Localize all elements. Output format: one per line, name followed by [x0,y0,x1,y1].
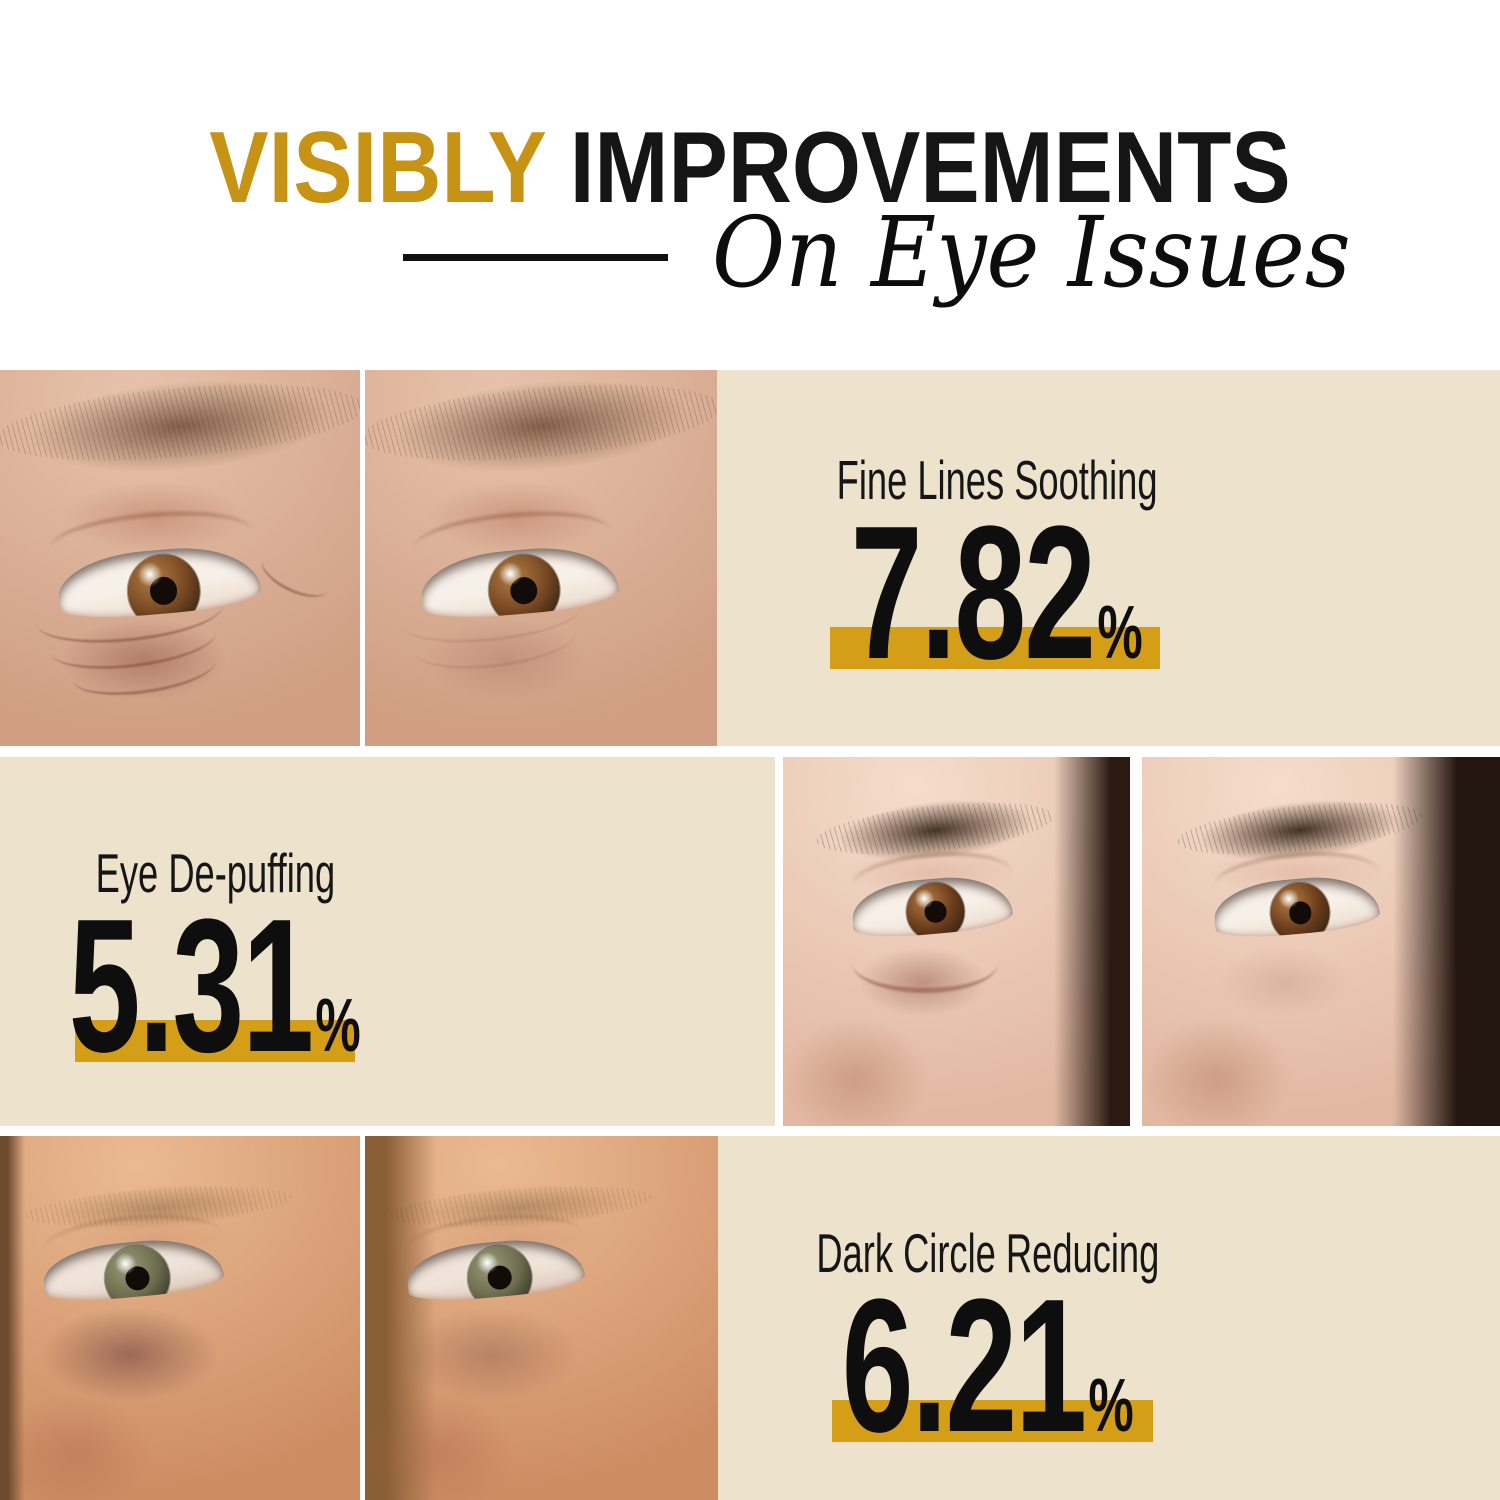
crow-feet-line [255,543,335,606]
stat-panel-fine-lines: Fine Lines Soothing 7.82% [717,370,1500,746]
under-eye-bag [852,934,999,994]
stat-dark-circle: Dark Circle Reducing 6.21% [718,1226,1258,1462]
photo-dark-circle-before [0,1136,360,1500]
photo-dark-circle-after [365,1136,718,1500]
stat-value-group: 7.82% [851,498,1143,688]
gold-underline-bar [75,1020,355,1062]
subtitle: On Eye Issues [712,196,1351,309]
under-eye-shadow [1192,934,1379,1031]
stat-value-group: 6.21% [842,1271,1134,1461]
stat-value-box: 5.31% [0,891,430,1081]
stat-unit: % [315,983,362,1067]
stat-fine-lines: Fine Lines Soothing 7.82% [717,453,1277,689]
stat-label-text: Eye De-puffing [95,842,335,904]
stat-unit: % [1088,1363,1135,1447]
under-eye-shadow [831,934,1013,1031]
stat-label: Fine Lines Soothing [717,453,1277,508]
photo-depuffing-after [1142,757,1500,1126]
photo-depuffing-before [783,757,1130,1126]
stat-value-box: 7.82% [717,498,1277,688]
stat-value: 5.31 [68,880,314,1092]
gold-underline-bar [832,1400,1153,1442]
stat-label: Dark Circle Reducing [718,1226,1258,1281]
stat-panel-dark-circle: Dark Circle Reducing 6.21% [718,1136,1500,1500]
stat-label-text: Dark Circle Reducing [816,1222,1160,1284]
under-eye-shadow [28,603,260,716]
divider-line [403,254,668,261]
photo-fine-lines-before [0,370,360,746]
title-rest: IMPROVEMENTS [569,112,1291,224]
photo-fine-lines-after [365,370,717,746]
stat-value-box: 6.21% [718,1271,1258,1461]
stat-value: 7.82 [850,487,1096,699]
stat-label: Eye De-puffing [0,846,430,901]
stat-label-text: Fine Lines Soothing [836,449,1158,511]
stat-value: 6.21 [841,1260,1087,1472]
stat-unit: % [1097,590,1144,674]
under-eye-shadow [393,603,619,716]
dark-circle-shadow [372,1288,613,1420]
stat-panel-depuffing: Eye De-puffing 5.31% [0,757,775,1126]
stat-value-group: 5.31% [69,891,361,1081]
gold-underline-bar [830,627,1160,669]
stat-depuffing: Eye De-puffing 5.31% [0,846,430,1082]
title-highlight: VISIBLY [209,112,547,224]
page-title: VISIBLY IMPROVEMENTS [90,118,1410,219]
dark-circle-shadow [7,1288,252,1420]
